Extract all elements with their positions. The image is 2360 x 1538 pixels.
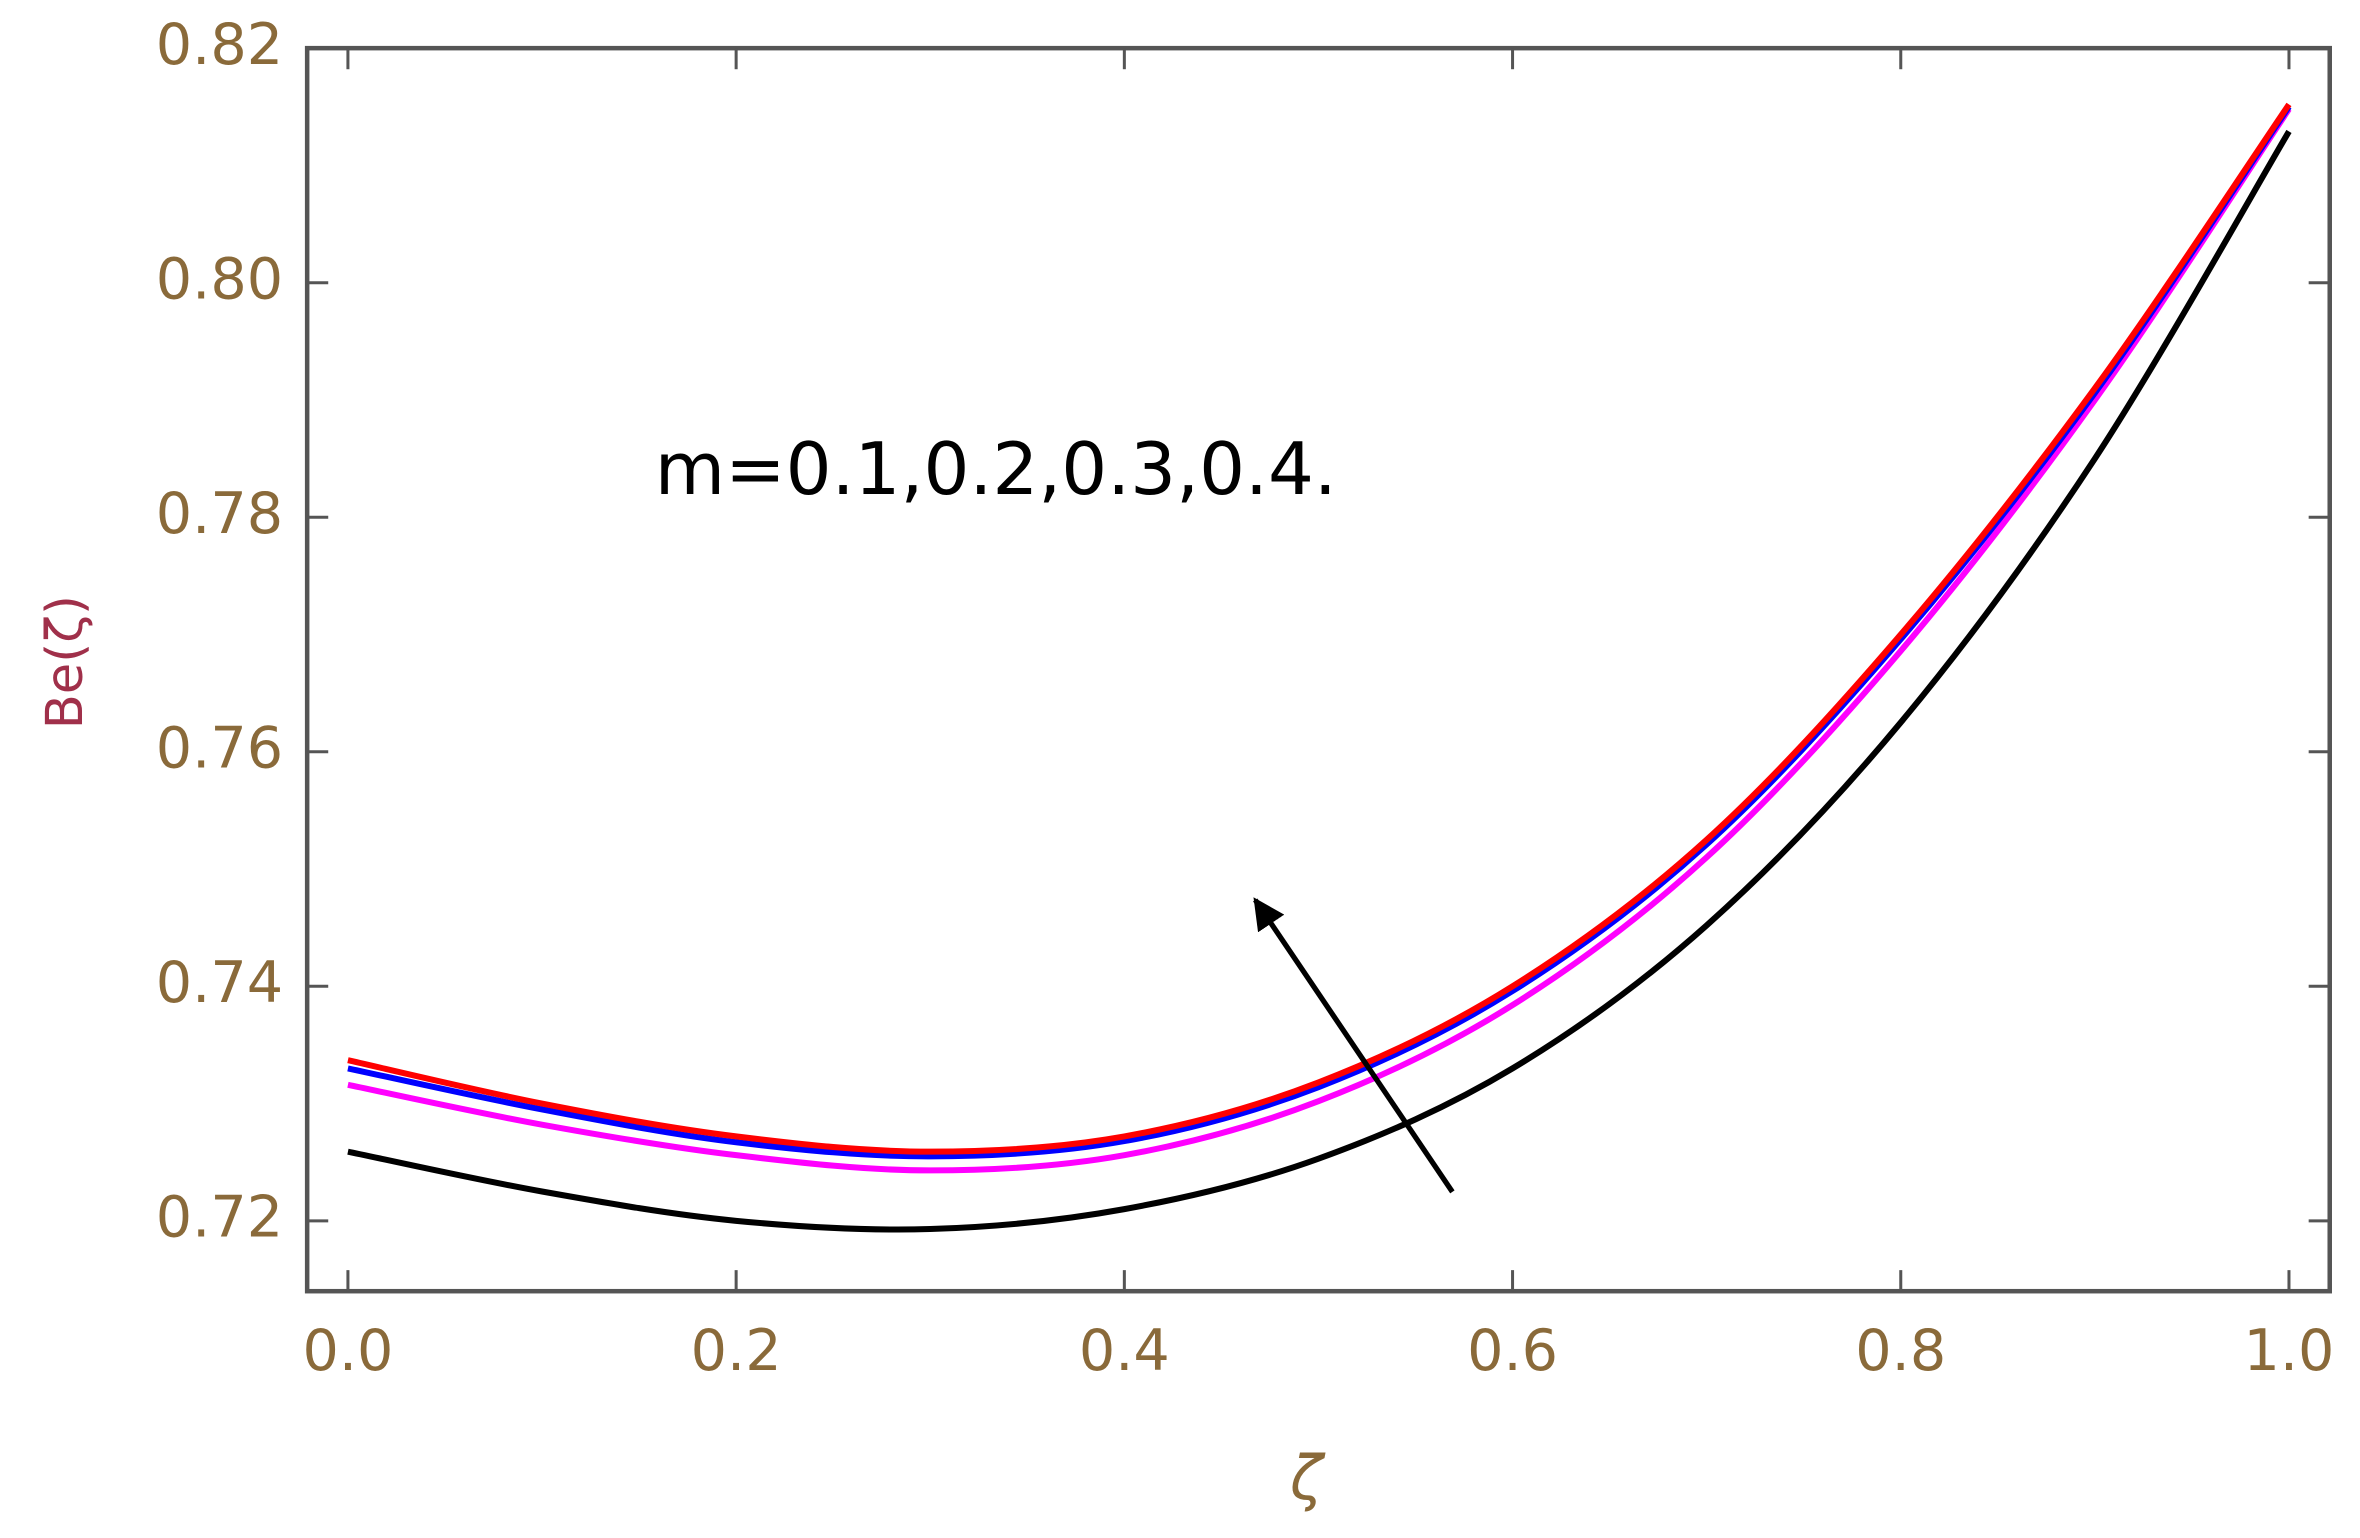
data-line — [347, 107, 2292, 1174]
data-line — [347, 105, 2292, 1160]
x-tick-label: 0.8 — [1855, 1318, 1946, 1384]
x-tick-label: 0.4 — [1079, 1318, 1170, 1384]
x-tick-label: 0.2 — [691, 1318, 782, 1384]
x-tick-label: 0.6 — [1467, 1318, 1558, 1384]
arrow — [1253, 897, 1455, 1194]
y-tick-label: 0.82 — [156, 12, 283, 78]
x-axis-label: ζ — [1289, 1444, 1326, 1514]
y-tick-label: 0.74 — [156, 950, 283, 1016]
y-tick-label: 0.80 — [156, 246, 283, 312]
plot-frame — [304, 45, 2332, 1294]
data-line — [347, 129, 2292, 1233]
y-tick-label: 0.78 — [156, 481, 283, 547]
x-tick-label: 1.0 — [2244, 1318, 2335, 1384]
annotation: m=0.1,0.2,0.3,0.4. — [655, 428, 1337, 512]
y-tick-label: 0.76 — [156, 715, 283, 781]
y-axis-label: Be(ζ) — [36, 595, 95, 729]
x-tick-label: 0.0 — [302, 1318, 393, 1384]
y-tick-label: 0.72 — [156, 1184, 283, 1250]
data-line — [347, 102, 2292, 1155]
